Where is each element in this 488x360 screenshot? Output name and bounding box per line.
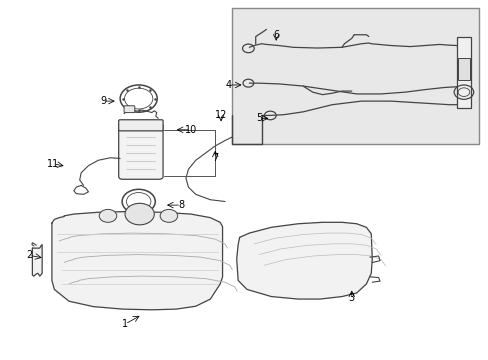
Circle shape <box>160 210 177 222</box>
Text: 10: 10 <box>184 125 197 135</box>
Text: 8: 8 <box>178 200 184 210</box>
Text: 7: 7 <box>212 153 218 163</box>
Polygon shape <box>52 212 222 310</box>
FancyBboxPatch shape <box>119 120 163 131</box>
Text: 6: 6 <box>273 30 279 40</box>
Text: 11: 11 <box>47 159 60 169</box>
Circle shape <box>125 203 154 225</box>
FancyBboxPatch shape <box>124 106 135 113</box>
Bar <box>456 37 470 108</box>
FancyBboxPatch shape <box>232 8 478 144</box>
Text: 1: 1 <box>122 319 128 329</box>
Text: 2: 2 <box>26 250 32 260</box>
Polygon shape <box>32 244 42 276</box>
Bar <box>457 58 469 80</box>
Text: 9: 9 <box>100 96 106 106</box>
Polygon shape <box>236 222 371 299</box>
FancyBboxPatch shape <box>119 123 163 179</box>
Circle shape <box>99 210 117 222</box>
Text: 3: 3 <box>348 293 354 303</box>
Text: 12: 12 <box>214 111 227 121</box>
Text: 4: 4 <box>225 80 231 90</box>
Text: 5: 5 <box>256 113 262 123</box>
